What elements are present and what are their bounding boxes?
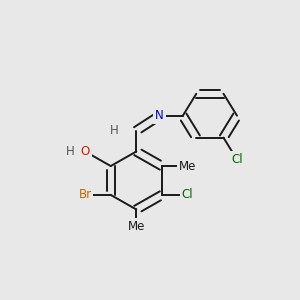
- Text: Br: Br: [79, 188, 92, 201]
- Text: N: N: [155, 109, 164, 122]
- Text: H: H: [110, 124, 118, 137]
- Text: Me: Me: [179, 160, 196, 172]
- Text: Cl: Cl: [231, 153, 243, 166]
- Text: Me: Me: [128, 220, 145, 233]
- Text: Cl: Cl: [182, 188, 193, 201]
- Text: H: H: [66, 145, 74, 158]
- Text: O: O: [80, 145, 90, 158]
- Text: H: H: [110, 124, 118, 137]
